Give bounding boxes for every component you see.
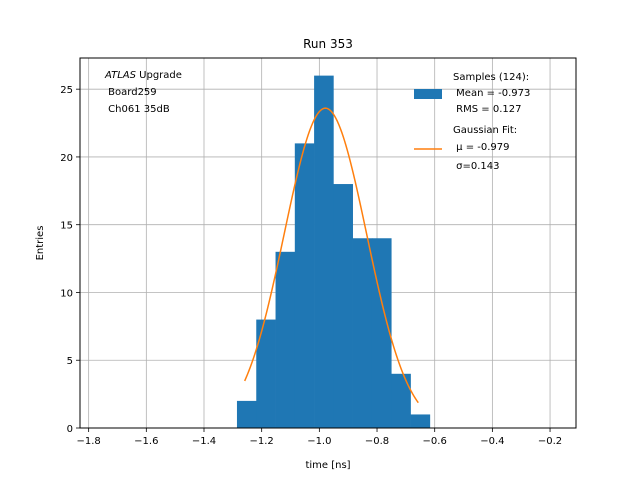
annotation-line-3: Ch061 35dB (105, 104, 170, 115)
x-tick-label-8: −0.2 (538, 436, 562, 447)
histogram-bar-3 (294, 143, 315, 428)
x-tick-label-5: −0.8 (365, 436, 389, 447)
plot-frame (79, 57, 577, 429)
annotation-upgrade: Upgrade (136, 70, 182, 81)
annotation-line-1: ATLAS Upgrade (104, 70, 182, 81)
legend-fit-mu: μ = -0.979 (453, 142, 510, 153)
histogram-bar-8 (391, 373, 411, 428)
legend-samples-swatch (414, 89, 442, 99)
histogram-bar-0 (236, 400, 257, 428)
gaussian-fit (244, 107, 419, 404)
x-tick-label-6: −0.6 (423, 436, 447, 447)
legend-fit-sigma: σ=0.143 (453, 161, 500, 172)
y-tick-label-1: 5 (67, 356, 73, 367)
x-tick-label-3: −1.2 (250, 436, 274, 447)
histogram-bar-9 (410, 414, 431, 428)
y-tick-label-0: 0 (67, 424, 73, 435)
x-tick-label-0: −1.8 (77, 436, 101, 447)
annotation-atlas: ATLAS (104, 70, 137, 81)
x-axis-label: time [ns] (305, 460, 350, 471)
chart-title: Run 353 (303, 37, 353, 51)
legend-samples-rms: RMS = 0.127 (453, 104, 521, 115)
histogram-bar-4 (314, 75, 334, 428)
y-tick-label-4: 20 (60, 153, 73, 164)
x-tick-label-2: −1.4 (192, 436, 216, 447)
x-tick-label-1: −1.6 (134, 436, 158, 447)
legend-samples-mean: Mean = -0.973 (453, 88, 530, 99)
x-tick-label-4: −1.0 (307, 436, 331, 447)
y-tick-label-2: 10 (60, 288, 73, 299)
annotation: ATLAS Upgrade Board259 Ch061 35dB (104, 70, 182, 115)
histogram-bar-1 (256, 319, 276, 428)
annotation-line-2: Board259 (105, 87, 157, 98)
histogram-bars (236, 75, 431, 428)
gaussian-fit-line (244, 107, 419, 404)
y-tick-label-3: 15 (60, 221, 73, 232)
legend-samples-title: Samples (124): (453, 72, 529, 83)
x-axis: −1.8 −1.6 −1.4 −1.2 −1.0 −0.8 −0.6 −0.4 −0.2 (77, 428, 562, 447)
histogram-bar-6 (352, 238, 373, 428)
x-tick-label-7: −0.4 (480, 436, 504, 447)
legend: Samples (124): Mean = -0.973 RMS = 0.127… (414, 72, 530, 172)
y-tick-label-5: 25 (60, 85, 73, 96)
legend-fit-title: Gaussian Fit: (453, 125, 517, 136)
histogram-bar-5 (333, 184, 353, 428)
histogram-bar-2 (275, 251, 296, 428)
y-axis: 0 5 10 15 20 25 (60, 85, 80, 435)
y-axis-label: Entries (35, 226, 46, 261)
histogram-bar-7 (371, 238, 392, 428)
